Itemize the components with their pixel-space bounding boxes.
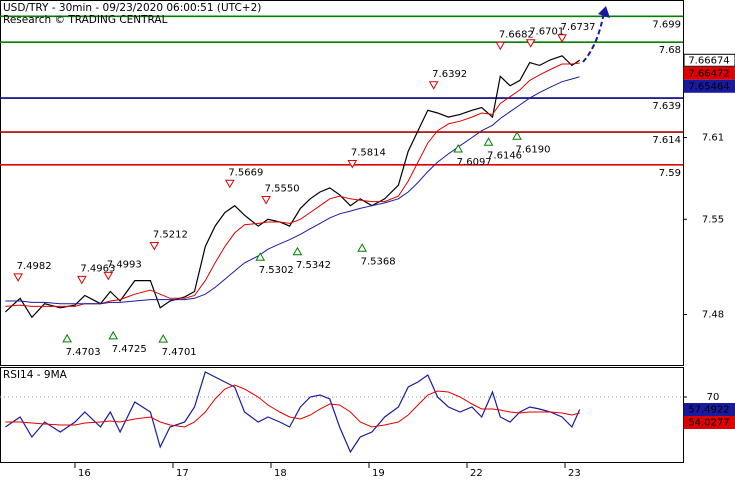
low-marker: [108, 330, 119, 340]
low-label: 7.6097: [457, 157, 492, 168]
forecast-arrow-head: [598, 6, 610, 18]
series-line: [4, 55, 581, 319]
high-marker: [495, 41, 506, 51]
high-label: 7.4982: [17, 261, 52, 272]
high-marker: [347, 160, 358, 169]
high-label: 7.4963: [80, 263, 115, 274]
high-label: 7.5669: [228, 167, 263, 178]
series-line: [5, 76, 580, 305]
high-marker: [224, 179, 235, 189]
y-tick-label: 70: [707, 392, 720, 403]
series-line: [5, 371, 581, 454]
high-marker: [103, 271, 114, 281]
chart-subtitle: Research © TRADING CENTRAL: [3, 14, 168, 26]
low-label: 7.6190: [515, 144, 550, 155]
x-tick-label: 19: [372, 468, 385, 479]
high-marker: [557, 34, 567, 43]
last-value-box: [683, 403, 735, 417]
high-marker: [525, 39, 536, 48]
price-panel: [0, 0, 684, 366]
rsi-title: RSI14 - 9MA: [3, 369, 68, 381]
last-value-box: [683, 79, 735, 93]
last-value-box: [683, 416, 735, 430]
x-tick-label: 17: [176, 468, 189, 479]
series-line: [5, 62, 580, 307]
last-value-label: 7.65464: [688, 81, 729, 92]
y-tick-label: 7.48: [702, 310, 724, 321]
high-label: 7.5814: [351, 148, 386, 159]
low-label: 7.5342: [296, 260, 331, 271]
low-label: 7.4725: [112, 344, 147, 355]
high-label: 7.6682: [499, 29, 534, 40]
y-tick-label: 7.61: [702, 133, 724, 144]
low-marker: [255, 252, 266, 261]
high-label: 7.4993: [107, 259, 142, 270]
high-label: 7.6737: [561, 22, 596, 33]
last-value-box: [683, 66, 735, 80]
low-label: 7.6146: [487, 150, 522, 161]
chart-title: USD/TRY - 30min - 09/23/2020 06:00:51 (U…: [3, 2, 261, 14]
last-value-label: 54.0277: [688, 418, 729, 429]
level-label: 7.699: [652, 19, 681, 30]
high-label: 7.5212: [153, 229, 188, 240]
low-marker: [62, 333, 72, 343]
x-tick-label: 23: [568, 468, 581, 479]
high-label: 7.5550: [265, 183, 300, 194]
last-value-label: 7.66472: [688, 68, 729, 79]
y-tick-label: 7.55: [702, 214, 724, 225]
low-marker: [483, 137, 494, 146]
high-marker: [13, 273, 23, 282]
low-marker: [453, 143, 464, 153]
high-marker: [76, 275, 87, 285]
high-label: 7.6701: [529, 27, 564, 38]
last-value-label: 7.66674: [688, 55, 729, 66]
level-label: 7.639: [652, 101, 681, 112]
low-label: 7.4703: [66, 347, 101, 358]
forecast-arrow: [582, 11, 605, 63]
last-value-box: [683, 53, 735, 67]
x-tick-label: 22: [470, 468, 483, 479]
series-line: [5, 384, 580, 428]
high-marker: [149, 241, 160, 251]
last-value-label: 57.4922: [688, 405, 729, 416]
low-marker: [357, 243, 367, 252]
high-marker: [261, 195, 271, 205]
level-label: 7.68: [659, 45, 681, 56]
x-tick-label: 16: [78, 468, 91, 479]
low-label: 7.4701: [162, 347, 197, 358]
low-label: 7.5368: [361, 256, 396, 267]
low-marker: [158, 334, 169, 343]
level-label: 7.614: [652, 135, 681, 146]
plot-layer: 7.48 7.55 7.61 7.699 7.68 7.639 7.614 7.59 7.498…: [0, 15, 735, 479]
high-label: 7.6392: [432, 69, 467, 80]
high-marker: [428, 81, 439, 90]
level-label: 7.59: [659, 168, 681, 179]
low-marker: [292, 246, 303, 256]
x-tick-label: 18: [274, 468, 287, 479]
low-label: 7.5302: [259, 265, 294, 276]
low-marker: [512, 131, 522, 140]
